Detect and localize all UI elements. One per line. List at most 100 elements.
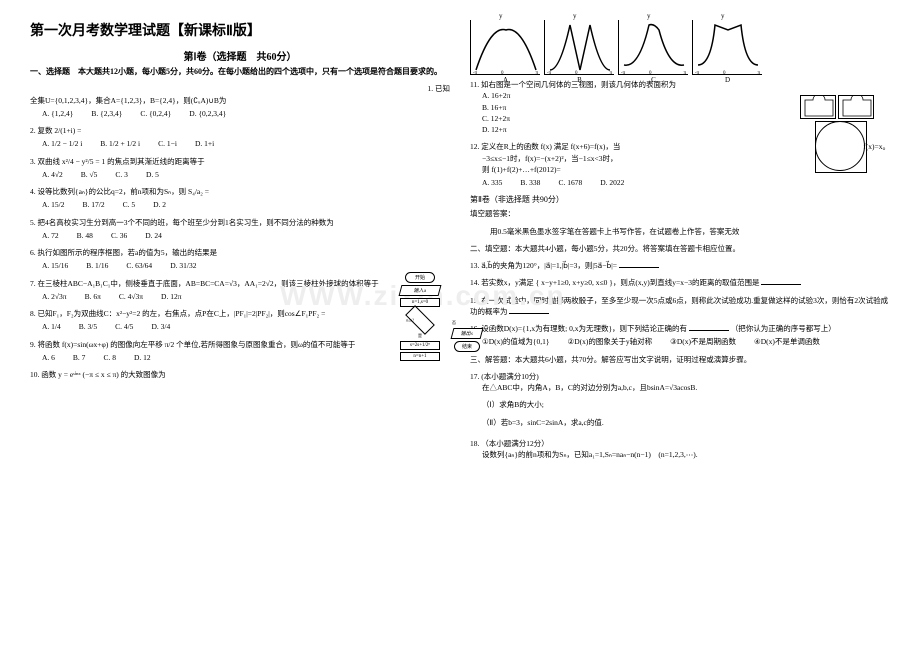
q16-circled: ①D(x)的值域为{0,1} ②D(x)的图象关于y轴对称 ③D(x)不是周期函… [482, 336, 890, 347]
q14-text: 若实数x，y满足 { x−y+1≥0, x+y≥0, x≤0 }，则点(x,y)… [481, 278, 759, 287]
q16-c2: ②D(x)的图象关于y轴对称 [567, 336, 652, 347]
q14-num: 14. [470, 278, 479, 287]
xl-d3: π [757, 71, 760, 76]
question-4: 4. 设等比数列{aₙ}的公比q=2，前n项和为Sₙ，则 S₄/a₂ = A. … [30, 186, 450, 211]
chart-label-d: D [725, 76, 730, 84]
flowchart: 开始 输入a n=1,s=0 n≤a? 是 s=2s+1/2ⁿ n=n+1 否 … [390, 270, 450, 390]
y-label-icon: y [647, 12, 651, 20]
q13-num: 13. [470, 261, 479, 270]
curve-b-icon [545, 20, 615, 75]
question-17: 17. (本小题满分10分) 在△ABC中，内角A，B，C的对边分别为a,b,c… [470, 371, 890, 428]
q17-p2: （Ⅱ）若b=3，sinC=2sinA，求a,c的值. [482, 417, 890, 428]
q9-opt-a: A. 6 [42, 352, 55, 363]
q4-opt-a: A. 15/2 [42, 199, 65, 210]
top-view-icon [815, 121, 865, 171]
part2-note1: 填空题答案： [470, 208, 890, 219]
xl-d1: -π [695, 71, 699, 76]
question-14: 14. 若实数x，y满足 { x−y+1≥0, x+y≥0, x≤0 }，则点(… [470, 277, 890, 288]
q7-opt-c: C. 4√3π [119, 291, 143, 302]
q8-options: A. 1/4 B. 3/5 C. 4/5 D. 3/4 [42, 321, 450, 332]
q18-points: （本小题满分12分） [481, 439, 549, 448]
q17-text: 在△ABC中，内角A，B，C的对边分别为a,b,c，且bsinA=√3acosB… [482, 382, 890, 393]
question-5: 5. 把4名高校实习生分到高一3个不同的班，每个班至少分到1名实习生，则不同分法… [30, 217, 450, 242]
flow-yes: 是 [390, 333, 450, 339]
q3-text: 双曲线 x²/4 − y²/5 = 1 的焦点到其渐近线的距离等于 [38, 157, 205, 166]
question-6: 6. 执行如图所示的程序框图，若a的值为5，输出的结果是 A. 15/16 B.… [30, 247, 450, 272]
front-view-icon [800, 95, 836, 119]
q1-num: 1. [428, 84, 434, 93]
flow-output: 输出s [451, 328, 484, 339]
q9-opt-b: B. 7 [73, 352, 86, 363]
q11-opt-b: B. 16+π [482, 102, 770, 113]
q10-num: 10. [30, 370, 39, 379]
q7-opt-a: A. 2√3π [42, 291, 67, 302]
q5-num: 5. [30, 218, 36, 227]
q11-opt-a: A. 16+2π [482, 90, 770, 101]
question-15: 15. 在一次试验中，同时抛掷两枚骰子，至多至少现一次5点或6点，则称此次试验成… [470, 295, 890, 318]
q12-opt-d: D. 2022 [600, 177, 624, 188]
flow-cond: n≤a? [406, 314, 432, 328]
q8-opt-a: A. 1/4 [42, 321, 61, 332]
q5-opt-c: C. 36 [111, 230, 127, 241]
q4-text: 设等比数列{aₙ}的公比q=2，前n项和为Sₙ，则 S₄/a₂ = [38, 187, 209, 196]
chart-a: y -π 0 π A [470, 20, 540, 75]
curve-a-icon [471, 20, 541, 75]
q8-opt-c: C. 4/5 [115, 321, 133, 332]
q1-opt-a: A. {1,2,4} [42, 108, 73, 119]
q6-opt-d: D. 31/32 [170, 260, 196, 271]
q6-options: A. 15/16 B. 1/16 C. 63/64 D. 31/32 [42, 260, 450, 271]
part2-heading: 第Ⅱ卷（非选择题 共90分） [470, 194, 890, 205]
q9-options: A. 6 B. 7 C. 8 D. 12 [42, 352, 450, 363]
part1-heading: 第Ⅰ卷（选择题 共60分） [30, 48, 450, 63]
q7-text: 在三棱柱ABC−A₁B₁C₁中，侧棱垂直于底面，AB=BC=CA=√3，AA₁=… [38, 279, 379, 288]
flow-start: 开始 [405, 272, 435, 283]
question-18: 18. （本小题满分12分） 设数列{aₙ}的前n项和为Sₙ，已知a₁=1,Sₙ… [470, 438, 890, 461]
q2-opt-b: B. 1/2 + 1/2 i [100, 138, 140, 149]
q16-c3: ③D(x)不是周期函数 [670, 336, 736, 347]
q17-points: (本小题满分10分) [481, 372, 539, 381]
q1-text2: 全集U={0,1,2,3,4}，集合A={1,2,3}，B={2,4}，则(∁ᵤ… [30, 95, 450, 106]
q3-opt-b: B. √5 [81, 169, 98, 180]
q9-opt-c: C. 8 [103, 352, 116, 363]
left-column: 第一次月考数学理试题【新课标Ⅱ版】 第Ⅰ卷（选择题 共60分） 一、选择题 本大… [30, 20, 450, 466]
curve-c-icon [619, 20, 689, 75]
q8-text: 已知F₁，F₂为双曲线C：x²−y²=2 的左，右焦点，点P在C上，|PF₁|=… [38, 309, 326, 318]
q12-options: A. 335 B. 338 C. 1678 D. 2022 [482, 177, 890, 188]
three-view-diagram [800, 95, 880, 173]
q7-opt-d: D. 12π [161, 291, 181, 302]
blank-icon [619, 260, 659, 268]
y-label-icon: y [721, 12, 725, 20]
question-8: 8. 已知F₁，F₂为双曲线C：x²−y²=2 的左，右焦点，点P在C上，|PF… [30, 308, 450, 333]
q9-text: 将函数 f(x)=sin(ωx+φ) 的图像向左平移 π/2 个单位,若所得图象… [38, 340, 356, 349]
chart-d: y -π 0 π D [692, 20, 762, 75]
q9-num: 9. [30, 340, 36, 349]
q1-opt-b: B. {2,3,4} [91, 108, 122, 119]
q2-opt-a: A. 1/2 − 1/2 i [42, 138, 82, 149]
xl-c1: -π [621, 71, 625, 76]
q2-opt-c: C. 1−i [158, 138, 177, 149]
q5-text: 把4名高校实习生分到高一3个不同的班，每个班至少分到1名实习生，则不同分法的种数… [38, 218, 334, 227]
xl-a3: π [535, 71, 538, 76]
flow-input: 输入a [399, 285, 442, 296]
q16-text: 设函数D(x)={1,x为有理数; 0,x为无理数}，则下列结论正确的有 [481, 324, 687, 333]
q16-text2: （把你认为正确的序号都写上） [731, 324, 836, 333]
q4-num: 4. [30, 187, 36, 196]
q18-num: 18. [470, 439, 479, 448]
q5-opt-b: B. 48 [77, 230, 93, 241]
q2-opt-d: D. 1+i [195, 138, 214, 149]
y-label-icon: y [499, 12, 503, 20]
flow-no: 否 [452, 320, 482, 326]
q6-opt-a: A. 15/16 [42, 260, 68, 271]
exam-title: 第一次月考数学理试题【新课标Ⅱ版】 [30, 20, 450, 40]
q12-opt-c: C. 1678 [558, 177, 582, 188]
q8-num: 8. [30, 309, 36, 318]
q3-opt-c: C. 3 [115, 169, 128, 180]
q2-text: 复数 2/(1+i) = [38, 126, 82, 135]
q7-num: 7. [30, 279, 36, 288]
q1-text: 已知 [435, 84, 450, 93]
q16-c4: ④D(x)不是单调函数 [754, 336, 820, 347]
xl-b1: -π [547, 71, 551, 76]
question-2: 2. 复数 2/(1+i) = A. 1/2 − 1/2 i B. 1/2 + … [30, 125, 450, 150]
flow-cond-icon: n≤a? [405, 305, 435, 335]
chart-c: y -π 0 π C [618, 20, 688, 75]
